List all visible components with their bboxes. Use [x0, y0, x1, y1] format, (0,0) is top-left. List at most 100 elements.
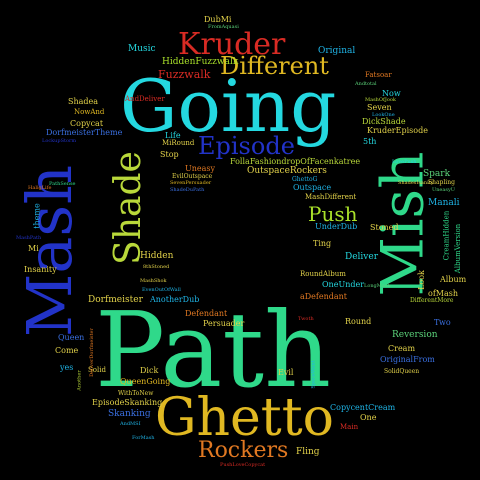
- word-longmash: LongMash: [364, 283, 391, 289]
- word-look: Look: [416, 270, 426, 290]
- word-kruderepisode: KruderEpisode: [367, 126, 428, 135]
- word-outspace: Outspace: [293, 183, 332, 192]
- word-eviloutspace: EvilOutspace: [172, 173, 213, 180]
- word-copycentcream: CopycentCream: [330, 403, 396, 412]
- word-life: Life: [165, 131, 181, 140]
- word-hidden: Hidden: [140, 251, 174, 261]
- word-mashdifferent: MashDifferent: [305, 193, 357, 201]
- word-copycat: Copycat: [70, 119, 104, 128]
- word-pushlovecopycat: PushLoveCopycat: [220, 462, 266, 468]
- word-going: Going: [120, 64, 337, 148]
- word-ofmash: ofMash: [428, 289, 458, 298]
- word-spark: Spark: [423, 169, 451, 179]
- word-dick: Dick: [140, 366, 159, 375]
- word-follafashion: FollaFashiondropOfFacenkatree: [230, 157, 361, 166]
- word-ghetto: Ghetto: [155, 388, 334, 448]
- word-ghettog: GhettoG: [292, 176, 318, 183]
- word-another: Another: [76, 370, 83, 391]
- word-dubmi: DubMi: [204, 15, 232, 24]
- word-twoth: Twoth: [298, 316, 314, 322]
- word-shade: Shade: [107, 151, 149, 265]
- word-5th: 5th: [363, 137, 377, 146]
- word-pathsense: PathSense: [49, 181, 76, 187]
- word-originalfrom: OriginalFrom: [380, 355, 435, 364]
- word-nowand: NowAnd: [74, 108, 105, 116]
- word-skanking: Skanking: [108, 409, 151, 419]
- word-cream: Cream: [388, 344, 416, 353]
- word-andtotal: Andtotal: [355, 81, 377, 87]
- word-round: Round: [345, 317, 372, 326]
- word-stop: Stop: [160, 150, 179, 159]
- word-fuzzwalk: Fuzzwalk: [158, 68, 211, 81]
- word-roundalbum: RoundAlbum: [300, 270, 346, 278]
- word-evenoutofwall: EvenOutOfWall: [142, 287, 181, 293]
- word-shadedupath: ShadeDuPath: [170, 187, 205, 193]
- word-episodeskanking: EpisodeSkanking: [92, 398, 163, 407]
- word-queen: Queen: [58, 333, 85, 342]
- word-different: Different: [220, 52, 329, 80]
- word-seven: Seven: [367, 103, 392, 112]
- word-lovepush: LovePush: [392, 159, 417, 165]
- word-main: Main: [340, 423, 359, 431]
- word-uneasy: Uneasy: [185, 164, 216, 173]
- word-push: Push: [308, 202, 358, 226]
- word-withtonew: WithToNew: [118, 390, 154, 397]
- word-music: Music: [128, 44, 156, 54]
- word-album: Album: [440, 275, 467, 284]
- word-dickshade: DickShade: [362, 117, 406, 126]
- word-manali: Manali: [428, 198, 460, 208]
- word-andmsi: AndMSI: [120, 421, 141, 427]
- word-dorfmeister: Dorfmeister: [88, 295, 143, 305]
- word-evil: Evil: [278, 368, 294, 377]
- word-formash: ForMash: [132, 435, 155, 441]
- word-mashofjook: MashOfJook: [365, 97, 396, 103]
- word-outspacerockers: OutspaceRockers: [247, 166, 327, 176]
- word-solid: Solid: [88, 366, 106, 374]
- word-deliverdorfmeister: DeliverDorfmeister: [88, 328, 95, 377]
- word-ting: Ting: [313, 239, 332, 248]
- word-albumversion: AlbumVersion: [454, 223, 463, 274]
- word-mashshok: MashShok: [140, 278, 167, 284]
- word-insanity: Insanity: [24, 265, 57, 274]
- word-fromaquasi: FromAquasi: [208, 24, 239, 30]
- word-sevenpersuader: SevenPersuader: [170, 180, 212, 186]
- word-miround: MiRound: [162, 139, 195, 147]
- word-mashpath: MashPath: [16, 235, 42, 241]
- word-episode: Episode: [198, 132, 295, 160]
- word-shadea: Shadea: [68, 97, 99, 106]
- word-spacewant: SpaceWant: [310, 360, 317, 389]
- word-creamhidden: CreamHidden: [442, 210, 451, 261]
- word-shadesisanity: ShadesIsanity: [398, 180, 434, 186]
- word-hiddenfuzzwalk: HiddenFuzzwalk: [162, 57, 239, 67]
- word-come: Come: [55, 346, 79, 355]
- word-shapling: Shapling: [428, 179, 455, 186]
- word-solidqueen: SolidQueen: [384, 368, 420, 375]
- word-mi: Mi: [28, 244, 39, 253]
- word-persuader: Persuader: [203, 319, 245, 328]
- word-queengoing: QueenGoing: [120, 377, 171, 386]
- word-differentmore: DifferentMore: [410, 297, 454, 304]
- word-lockupstorm: LockupStorm: [42, 138, 77, 144]
- word-8thstoned: 8thStoned: [143, 264, 170, 270]
- word-now: Now: [382, 89, 401, 98]
- word-one: One: [360, 413, 377, 422]
- word-haliglife: HaligLife: [28, 185, 52, 191]
- word-fling: Fling: [296, 447, 320, 457]
- word-dorfmeistertheme: DorfmeisterTheme: [46, 128, 123, 137]
- word-uneasyu: UneasyU: [432, 187, 455, 193]
- word-original: Original: [318, 46, 356, 56]
- word-path: Path: [95, 289, 332, 411]
- word-theme: theme: [32, 203, 42, 229]
- word-fatsoar: Fatsoar: [365, 71, 392, 79]
- word-anddeliver: AndDeliver: [125, 95, 165, 103]
- word-rockers: Rockers: [198, 438, 289, 463]
- word-kruder: Kruder: [178, 27, 286, 62]
- word-adefendant: aDefendant: [300, 292, 348, 301]
- word-reversion: Reversion: [392, 330, 438, 340]
- word-stoned: Stoned: [370, 223, 399, 232]
- word-lookone: LookOne: [372, 112, 395, 118]
- word-oneunder: OneUnder: [322, 280, 365, 289]
- word-underdub: UnderDub: [315, 222, 358, 231]
- word-deliver: Deliver: [345, 252, 379, 262]
